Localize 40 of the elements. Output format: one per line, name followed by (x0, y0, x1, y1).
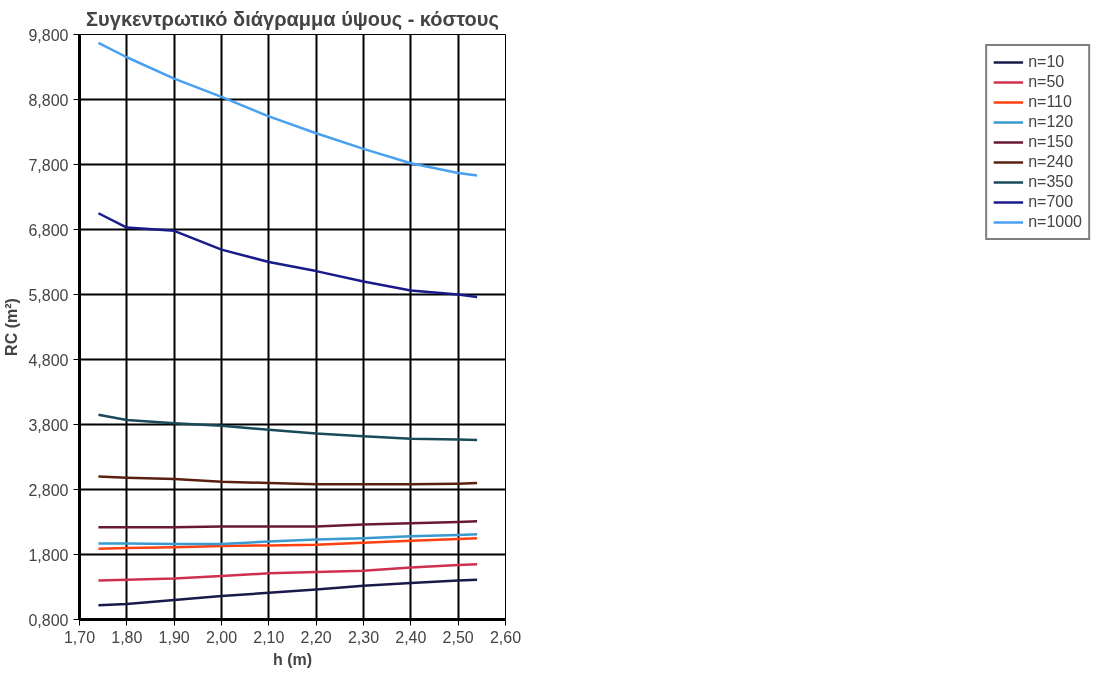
x-tick-label: 2,30 (347, 628, 380, 646)
x-tick-label: 2,40 (395, 628, 427, 646)
x-tick-label: 1,80 (111, 628, 143, 646)
y-tick-label: 6,800 (28, 221, 69, 239)
legend-label: n=10 (1028, 53, 1065, 71)
line-series (97, 533, 479, 546)
x-tick-label: 2,20 (300, 628, 332, 646)
x-tick-label: 2,00 (205, 628, 238, 646)
y-tick-label: 5,800 (28, 286, 69, 304)
x-tick-label: 1,90 (158, 628, 190, 646)
x-tick-label: 1,70 (63, 628, 96, 646)
line-series (97, 563, 479, 582)
line-series (97, 537, 479, 550)
y-axis-title: RC (m²) (3, 298, 21, 356)
legend-label: n=120 (1028, 113, 1074, 131)
y-tick-label: 8,800 (28, 91, 69, 109)
y-tick-label: 3,800 (28, 416, 69, 434)
legend-label: n=1000 (1028, 213, 1082, 231)
legend-label: n=350 (1028, 173, 1074, 191)
x-tick-label: 2,10 (253, 628, 285, 646)
y-tick-label: 1,800 (28, 546, 69, 564)
legend-label: n=700 (1028, 193, 1074, 211)
legend-label: n=110 (1028, 93, 1072, 111)
x-tick-label: 2,50 (442, 628, 474, 646)
y-tick-label: 2,800 (28, 481, 69, 499)
y-tick-label: 9,800 (28, 26, 69, 44)
y-tick-label: 7,800 (28, 156, 69, 174)
line-series (97, 475, 479, 486)
chart-title: Συγκεντρωτικό διάγραμμα ύψους - κόστους (86, 7, 499, 30)
line-series (97, 41, 479, 177)
line-series (97, 413, 479, 442)
legend-label: n=240 (1028, 153, 1074, 171)
x-axis-title: h (m) (272, 650, 313, 668)
legend-label: n=150 (1028, 133, 1074, 151)
y-tick-label: 4,800 (28, 351, 69, 369)
line-series (97, 212, 479, 299)
legend-label: n=50 (1028, 73, 1065, 91)
y-tick-label: 0,800 (28, 611, 69, 629)
line-series (97, 578, 479, 607)
x-tick-label: 2,60 (489, 628, 522, 646)
